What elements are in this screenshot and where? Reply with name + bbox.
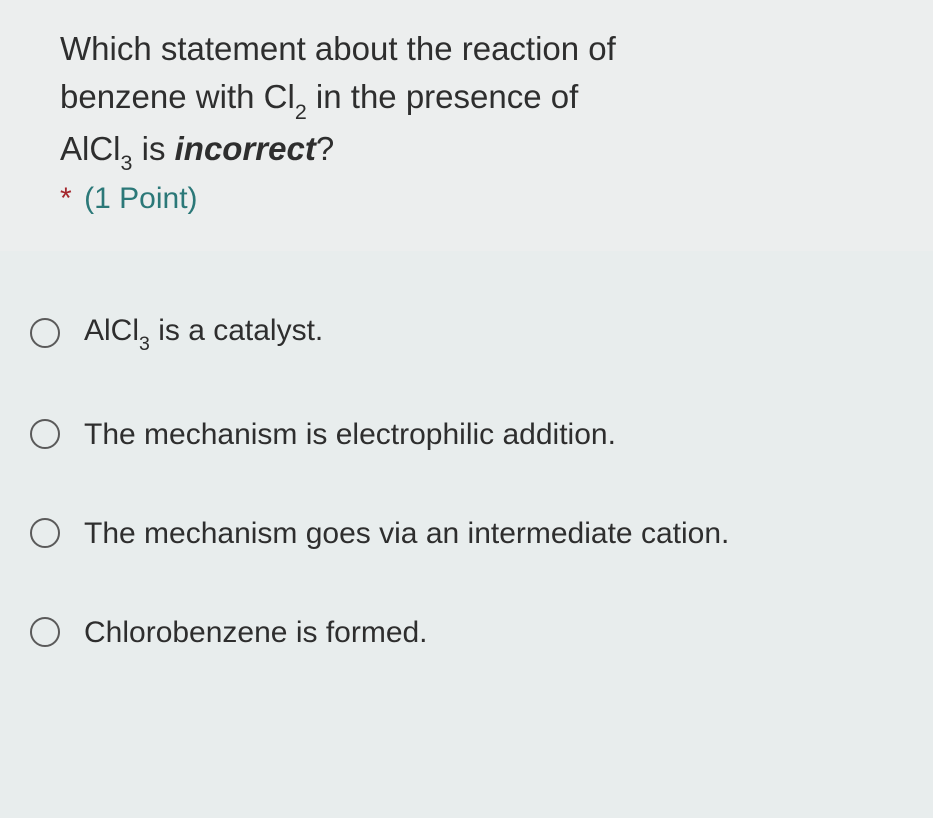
question-line2-prefix: benzene with Cl [60, 78, 295, 115]
radio-icon[interactable] [30, 518, 60, 548]
radio-icon[interactable] [30, 419, 60, 449]
option-a-suffix: is a catalyst. [150, 314, 323, 347]
option-a-prefix: AlCl [84, 314, 139, 347]
options-container: AlCl3 is a catalyst. The mechanism is el… [0, 251, 933, 701]
question-header: Which statement about the reaction of be… [0, 0, 933, 251]
option-c-label: The mechanism goes via an intermediate c… [84, 514, 729, 553]
question-line3-suffix: ? [316, 130, 334, 167]
question-line3-sub: 3 [121, 151, 133, 175]
option-b-label: The mechanism is electrophilic addition. [84, 415, 616, 454]
points-line: * (1 Point) [60, 182, 873, 216]
option-b[interactable]: The mechanism is electrophilic addition. [30, 385, 903, 484]
option-d-label: Chlorobenzene is formed. [84, 613, 428, 652]
option-d[interactable]: Chlorobenzene is formed. [30, 583, 903, 682]
question-line3-prefix: AlCl [60, 130, 121, 167]
question-line2-suffix: in the presence of [307, 78, 579, 115]
question-line3-mid: is [132, 130, 174, 167]
option-c[interactable]: The mechanism goes via an intermediate c… [30, 484, 903, 583]
points-label: (1 Point) [84, 182, 197, 215]
question-line1: Which statement about the reaction of [60, 30, 616, 67]
option-a-sub: 3 [139, 333, 150, 355]
question-line2-sub: 2 [295, 100, 307, 124]
radio-icon[interactable] [30, 318, 60, 348]
radio-icon[interactable] [30, 617, 60, 647]
question-emphasis: incorrect [175, 130, 316, 167]
required-star-icon: * [60, 182, 72, 215]
option-a-label: AlCl3 is a catalyst. [84, 311, 323, 354]
question-text: Which statement about the reaction of be… [60, 25, 873, 176]
option-a[interactable]: AlCl3 is a catalyst. [30, 281, 903, 384]
